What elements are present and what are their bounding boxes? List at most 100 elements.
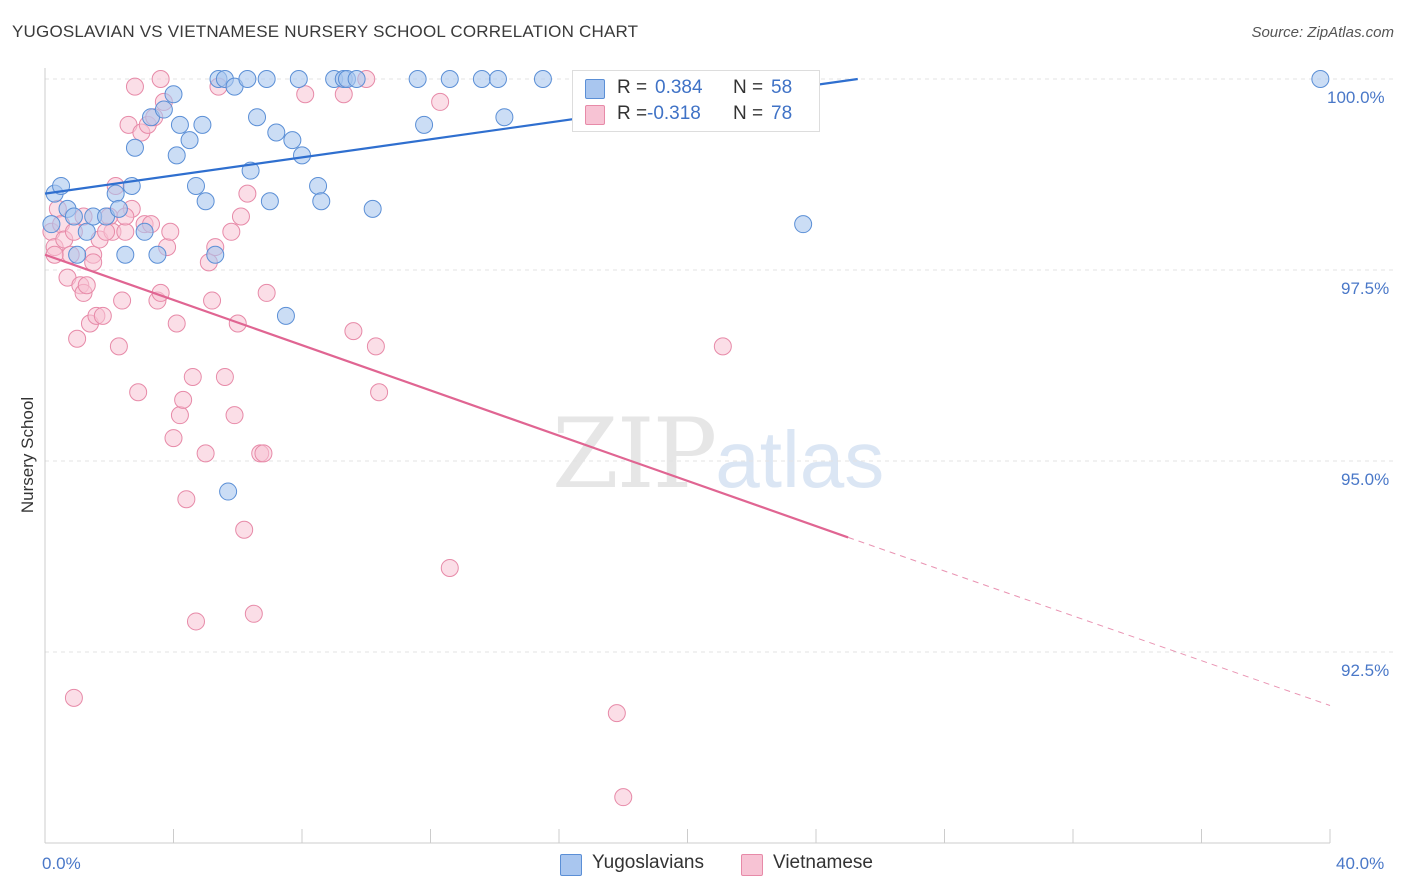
point-vietnamese-37: [167, 314, 186, 333]
point-vietnamese-40: [177, 490, 196, 509]
trendline-vietnamese-extension: [847, 536, 1331, 706]
point-vietnamese-71: [607, 704, 626, 723]
point-yugoslavians-35: [293, 146, 311, 165]
point-yugoslavians-41: [347, 70, 366, 88]
legend-n-label: N =: [733, 77, 764, 98]
point-vietnamese-52: [231, 207, 250, 226]
correlation-legend: R = 0.384 N = 58 R = -0.318 N = 78: [572, 70, 820, 132]
point-yugoslavians-37: [312, 192, 331, 211]
point-yugoslavians-36: [309, 176, 328, 195]
point-yugoslavians-20: [186, 176, 205, 195]
point-vietnamese-16: [93, 306, 112, 325]
legend-r-label: R =: [617, 103, 648, 124]
point-yugoslavians-3: [64, 207, 83, 226]
point-yugoslavians-55: [219, 482, 238, 501]
point-yugoslavians-46: [472, 70, 491, 88]
point-yugoslavians-57: [289, 70, 308, 88]
series-swatch-vietnamese: [741, 854, 763, 876]
point-yugoslavians-52: [794, 215, 813, 234]
point-vietnamese-48: [215, 367, 234, 386]
point-vietnamese-41: [183, 367, 202, 386]
point-vietnamese-76: [64, 688, 83, 707]
point-yugoslavians-31: [260, 192, 279, 211]
watermark: ZIPatlas: [552, 398, 884, 510]
point-yugoslavians-44: [415, 115, 434, 134]
point-yugoslavians-17: [167, 146, 186, 165]
legend-swatch-vietnamese: [585, 105, 605, 125]
series-label-yugoslavians: Yugoslavians: [592, 852, 704, 873]
point-vietnamese-53: [235, 520, 254, 539]
legend-r-value-vietnamese: -0.318: [647, 103, 701, 124]
point-yugoslavians-47: [488, 70, 507, 88]
y-tick-label-92-5: 92.5%: [1341, 661, 1390, 680]
point-vietnamese-11: [77, 276, 96, 295]
point-yugoslavians-48: [495, 108, 514, 127]
point-vietnamese-66: [440, 558, 459, 577]
point-vietnamese-32: [151, 70, 170, 88]
x-tick-label-max: 40.0%: [1336, 854, 1385, 873]
point-vietnamese-36: [164, 429, 183, 448]
point-yugoslavians-14: [148, 245, 167, 264]
point-yugoslavians-56: [68, 245, 87, 264]
point-yugoslavians-32: [267, 123, 286, 142]
point-vietnamese-68: [84, 253, 103, 272]
legend-n-value-yugoslavians: 58: [771, 77, 793, 98]
point-vietnamese-21: [113, 291, 132, 310]
legend-n-value-vietnamese: 78: [771, 103, 793, 124]
point-vietnamese-59: [296, 85, 315, 104]
y-tick-label-97-5: 97.5%: [1341, 279, 1390, 298]
point-vietnamese-60: [334, 85, 353, 104]
point-yugoslavians-43: [408, 70, 427, 88]
point-yugoslavians-15: [154, 100, 173, 119]
point-yugoslavians-34: [283, 131, 302, 150]
chart-source: Source: ZipAtlas.com: [1251, 24, 1394, 41]
point-yugoslavians-29: [248, 108, 267, 127]
point-yugoslavians-9: [116, 245, 135, 264]
point-yugoslavians-28: [241, 161, 260, 180]
series-label-vietnamese: Vietnamese: [773, 852, 873, 873]
point-yugoslavians-4: [77, 222, 96, 241]
point-vietnamese-72: [614, 788, 633, 807]
point-yugoslavians-53: [1311, 70, 1330, 88]
watermark-atlas: atlas: [715, 415, 885, 504]
point-yugoslavians-18: [170, 115, 189, 134]
legend-r-value-yugoslavians: 0.384: [655, 77, 703, 98]
point-vietnamese-58: [257, 283, 276, 302]
x-tick-label-min: 0.0%: [42, 854, 81, 873]
series-swatch-yugoslavians: [560, 854, 582, 876]
point-yugoslavians-22: [196, 192, 215, 211]
watermark-zip: ZIP: [552, 398, 717, 510]
legend-n-label: N =: [733, 103, 764, 124]
point-yugoslavians-12: [135, 222, 154, 241]
point-vietnamese-64: [370, 383, 389, 402]
point-vietnamese-65: [431, 92, 450, 111]
point-vietnamese-45: [203, 291, 222, 310]
trendline-vietnamese: [44, 253, 849, 539]
point-vietnamese-50: [225, 406, 244, 425]
point-vietnamese-26: [129, 383, 148, 402]
point-yugoslavians-30: [257, 70, 276, 88]
point-vietnamese-57: [254, 444, 273, 463]
point-vietnamese-61: [344, 322, 363, 341]
point-yugoslavians-27: [238, 70, 257, 88]
point-vietnamese-22: [116, 222, 135, 241]
point-yugoslavians-42: [363, 199, 382, 218]
point-yugoslavians-45: [440, 70, 459, 88]
point-yugoslavians-21: [193, 115, 212, 134]
point-vietnamese-49: [222, 222, 241, 241]
point-yugoslavians-11: [125, 138, 144, 157]
point-vietnamese-55: [244, 604, 263, 623]
point-vietnamese-73: [713, 337, 732, 356]
point-vietnamese-42: [186, 612, 205, 631]
point-vietnamese-43: [196, 444, 215, 463]
point-yugoslavians-16: [164, 85, 183, 104]
point-yugoslavians-33: [276, 306, 295, 325]
point-yugoslavians-54: [42, 215, 61, 234]
point-vietnamese-25: [125, 77, 144, 96]
y-axis-label: Nursery School: [18, 396, 37, 514]
point-vietnamese-20: [109, 337, 128, 356]
point-yugoslavians-23: [206, 245, 225, 264]
point-yugoslavians-8: [109, 199, 128, 218]
point-vietnamese-54: [238, 184, 257, 203]
